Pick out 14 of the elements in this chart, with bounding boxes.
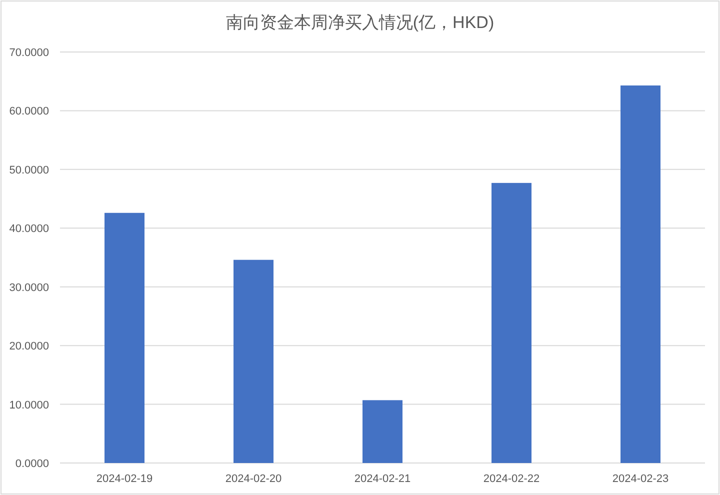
x-tick-label: 2024-02-19 — [96, 473, 153, 485]
title: 南向资金本周净买入情况(亿，HKD) — [226, 13, 494, 32]
x-tick-label: 2024-02-23 — [612, 473, 669, 485]
y-tick-label: 0.0000 — [15, 458, 49, 470]
x-tick-label: 2024-02-22 — [483, 473, 540, 485]
y-tick-label: 20.0000 — [9, 340, 49, 353]
x-tick-label: 2024-02-20 — [225, 473, 282, 485]
x-tick-label: 2024-02-21 — [354, 473, 411, 485]
y-tick-label: 70.0000 — [9, 47, 49, 59]
y-tick-label: 30.0000 — [9, 282, 49, 294]
y-tick-label: 60.0000 — [9, 106, 49, 118]
y-tick-label: 10.0000 — [9, 399, 49, 412]
y-tick-label: 40.0000 — [9, 223, 49, 236]
y-tick-label: 50.0000 — [9, 164, 49, 176]
